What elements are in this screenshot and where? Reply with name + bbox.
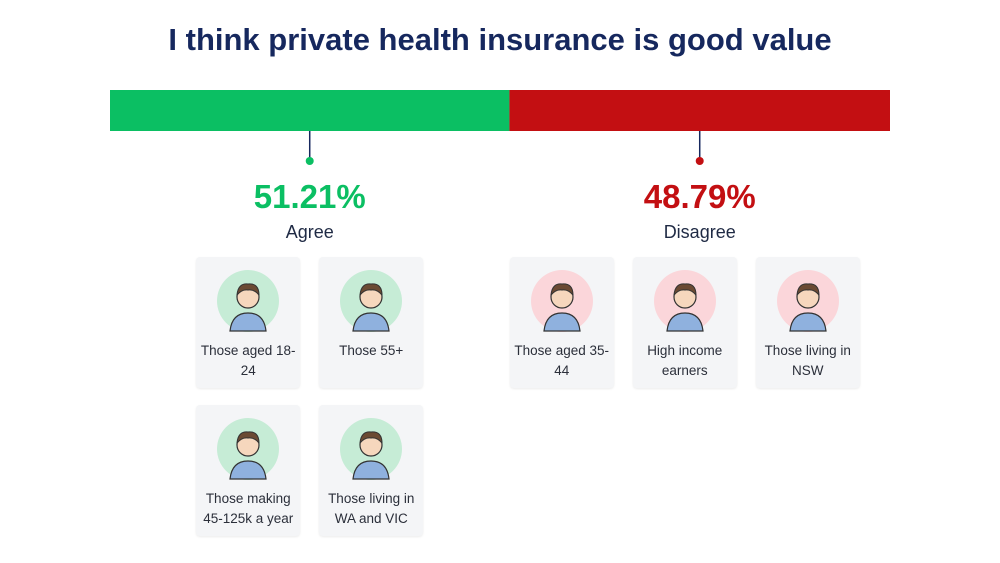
avatar-body	[789, 312, 827, 332]
highlight-label: Those making 45-125k a year	[203, 491, 294, 526]
avatar-hair	[236, 283, 260, 297]
avatar	[340, 418, 403, 480]
avatar	[340, 270, 403, 332]
avatar-hair	[359, 283, 383, 297]
bar-segment	[509, 90, 890, 131]
highlight-card: Those living in NSW	[755, 257, 860, 388]
highlight-card: Those aged 35-44	[509, 257, 614, 388]
legend-label: Disagree	[663, 222, 736, 242]
highlight-label: Those living in NSW	[764, 343, 851, 378]
avatar-body	[352, 312, 390, 332]
bar-chart	[110, 90, 890, 165]
highlight-label: High income earners	[647, 343, 723, 378]
pin-dot	[695, 157, 704, 165]
avatar-hair	[236, 431, 260, 445]
avatar-hair	[359, 431, 383, 445]
avatar	[776, 270, 839, 332]
pin-dot	[305, 157, 314, 165]
avatar-body	[229, 312, 267, 332]
highlight-label: Those 55+	[339, 343, 404, 358]
highlight-card: Those aged 18-24	[196, 257, 301, 388]
avatar	[530, 270, 593, 332]
avatar	[653, 270, 716, 332]
highlight-card: Those living in WA and VIC	[319, 405, 424, 536]
highlight-card: Those 55+	[319, 257, 424, 388]
highlight-label: Those aged 18-24	[200, 343, 296, 378]
avatar	[217, 418, 280, 480]
highlight-card: High income earners	[632, 257, 737, 388]
avatar-hair	[796, 283, 820, 297]
avatar	[217, 270, 280, 332]
avatar-hair	[550, 283, 574, 297]
bar-segment	[110, 90, 510, 131]
value-label: 51.21%	[253, 178, 366, 215]
avatar-body	[666, 312, 704, 332]
highlight-card: Those making 45-125k a year	[196, 405, 301, 536]
value-label: 48.79%	[643, 178, 756, 215]
highlight-label: Those aged 35-44	[514, 343, 609, 378]
avatar-body	[229, 460, 267, 480]
highlight-label: Those living in WA and VIC	[328, 491, 415, 526]
chart-title: I think private health insurance is good…	[168, 22, 832, 57]
avatar-hair	[673, 283, 697, 297]
avatar-body	[352, 460, 390, 480]
legend-label: Agree	[285, 222, 334, 242]
avatar-body	[543, 312, 581, 332]
